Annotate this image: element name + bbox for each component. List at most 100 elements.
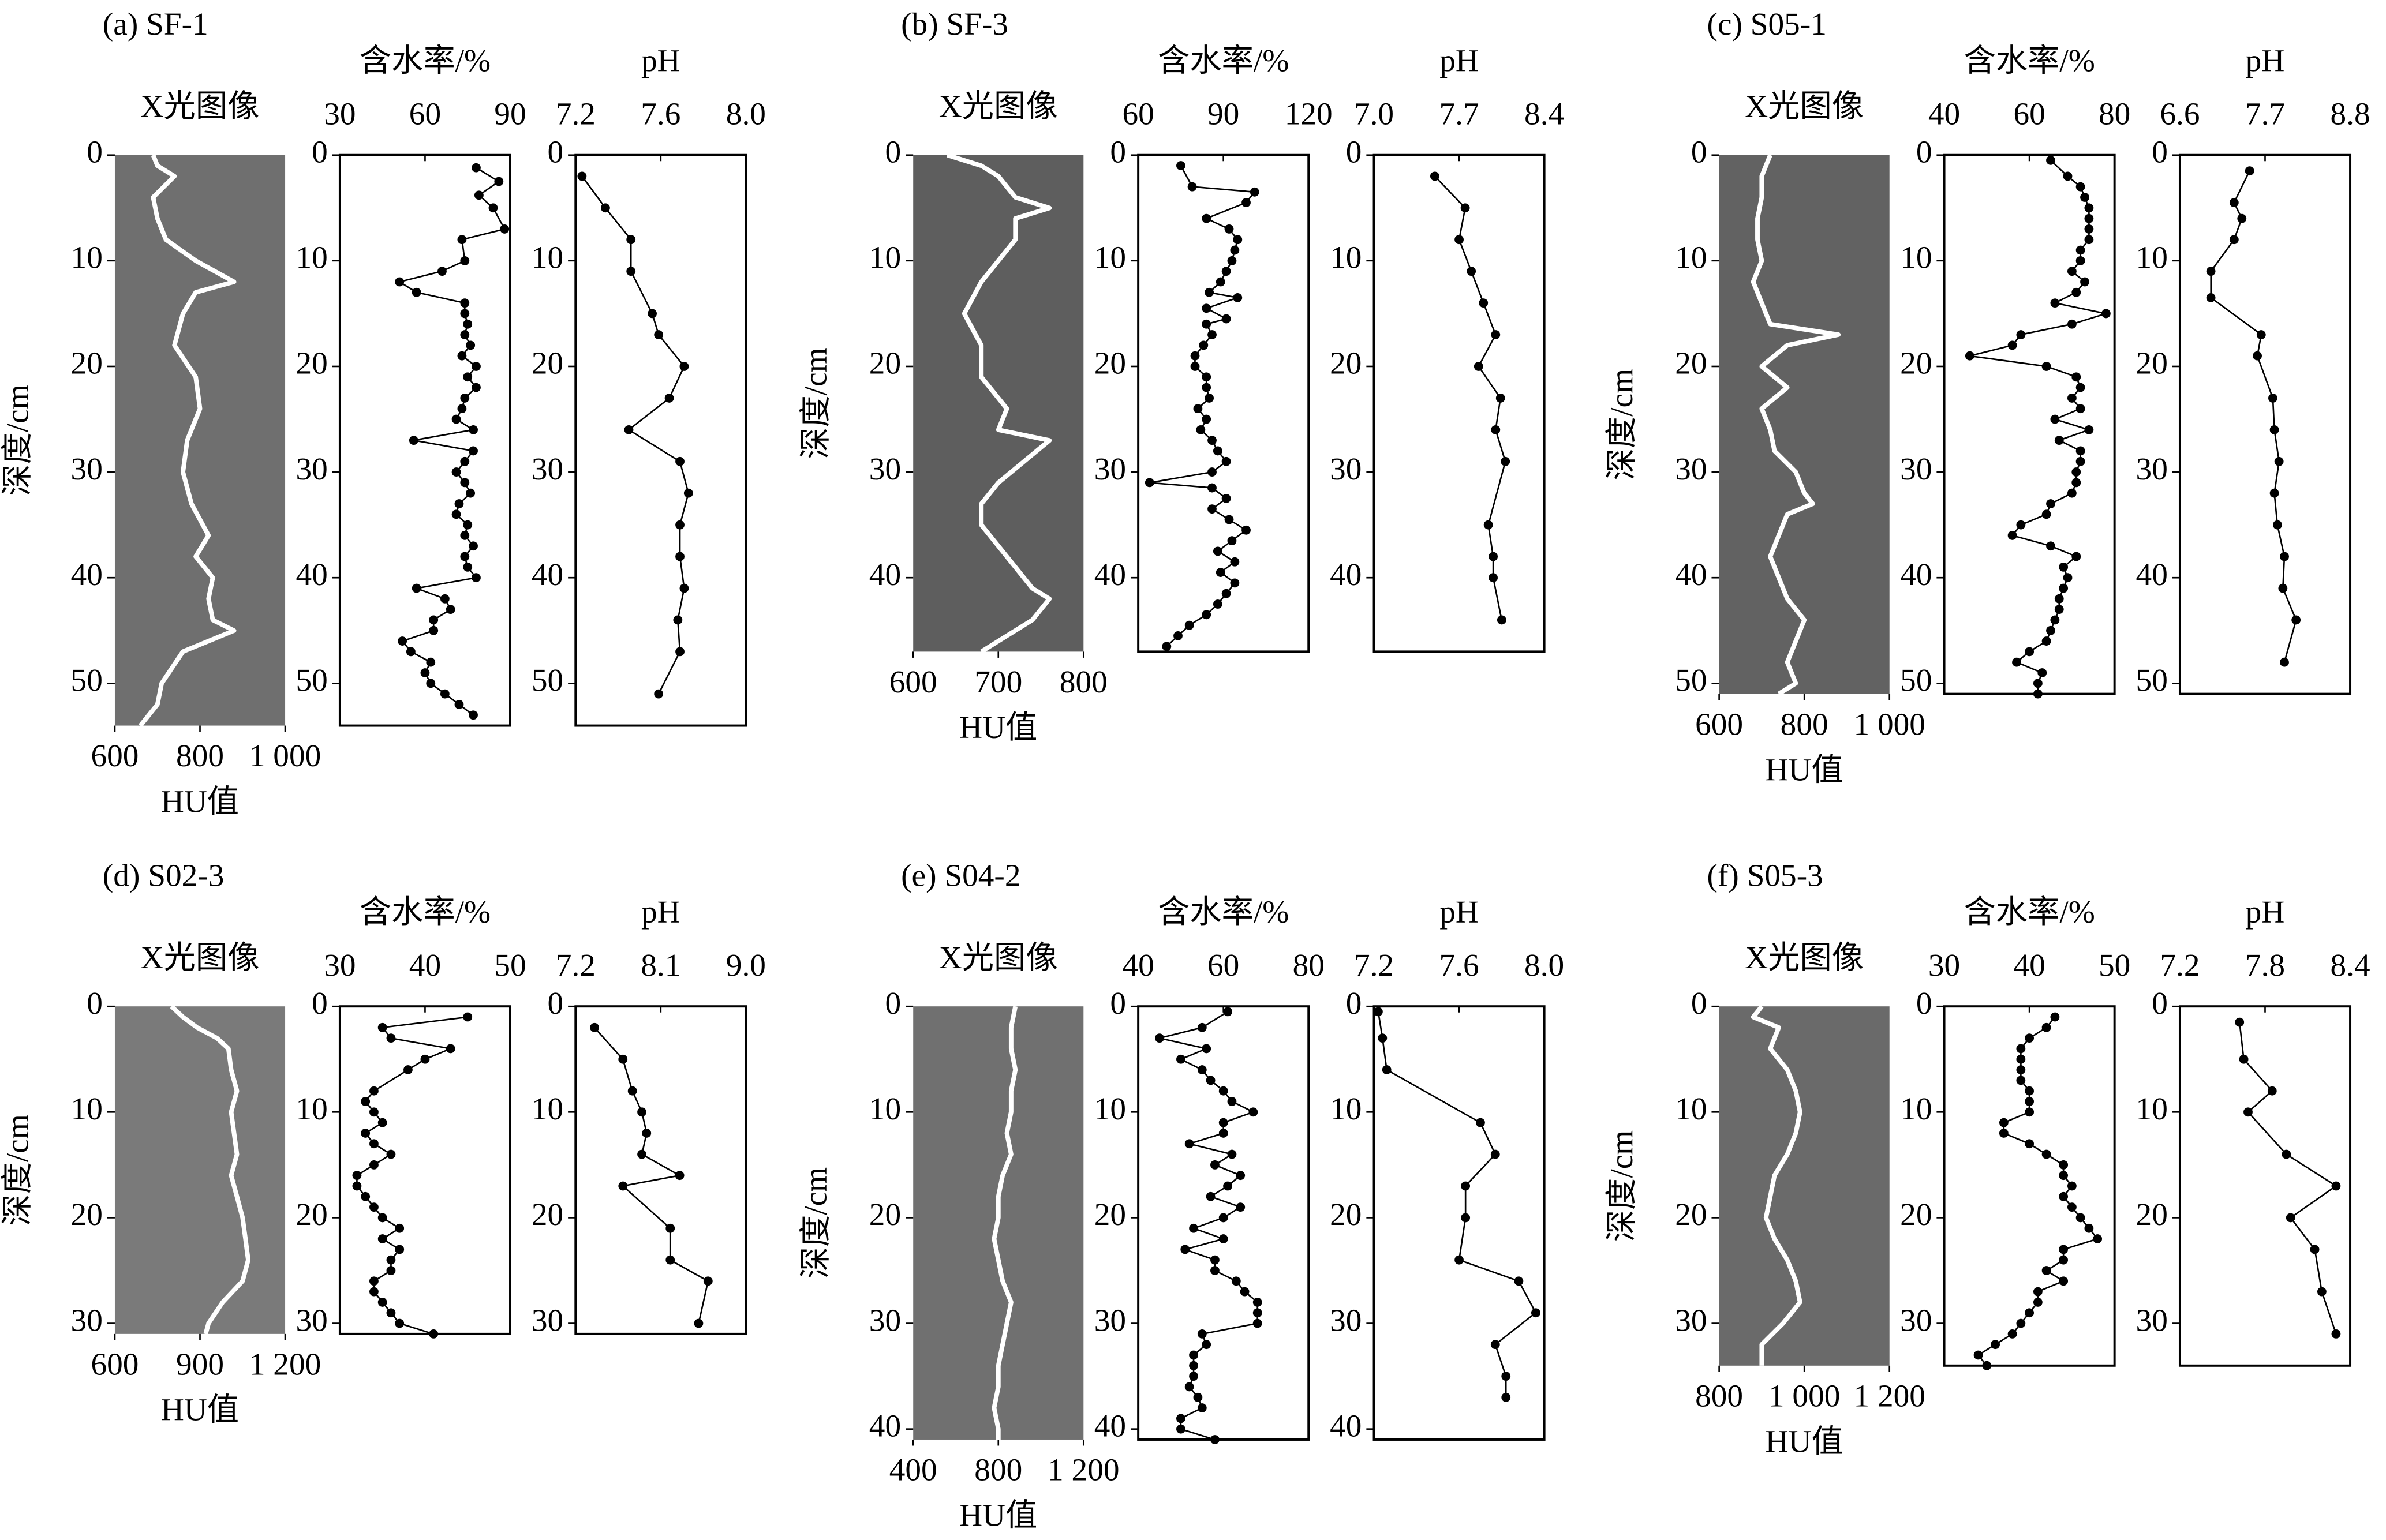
data-point [2075, 456, 2085, 466]
hu-curve [170, 1005, 250, 1335]
data-point [1227, 256, 1237, 265]
y-tick-label: 20 [71, 346, 103, 381]
data-point [2041, 509, 2051, 519]
data-point [703, 1276, 713, 1286]
data-point [1193, 1392, 1203, 1402]
data-point [2033, 679, 2043, 688]
y-axis-label: 深度/cm [0, 1114, 35, 1226]
data-point [460, 531, 470, 540]
data-point [472, 163, 481, 173]
data-point [1206, 1191, 1216, 1201]
data-point [1973, 1350, 1983, 1360]
data-point [2253, 351, 2262, 361]
y-tick-label: 20 [869, 1197, 901, 1232]
x-axis-label: HU值 [1766, 1424, 1843, 1459]
y-tick-label: 20 [1094, 1197, 1126, 1232]
data-point [1176, 161, 1185, 170]
data-point [474, 190, 484, 200]
data-point [1467, 267, 1476, 276]
profile-line [1977, 1016, 2099, 1366]
xray-image [1719, 1006, 1890, 1366]
hu-curve [947, 152, 1052, 654]
x-tick-label: 7.7 [2245, 96, 2285, 132]
data-point [403, 1065, 413, 1074]
data-point [1252, 1318, 1262, 1328]
data-point [1218, 1129, 1228, 1138]
plot-frame [1372, 1005, 1546, 1441]
panel-title: (e) S04-2 [901, 858, 1020, 893]
track-title: 含水率/% [1964, 43, 2095, 78]
data-point [1184, 1382, 1194, 1392]
data-point [2033, 1287, 2043, 1297]
y-tick-label: 40 [71, 557, 103, 592]
data-point [2075, 182, 2085, 192]
y-tick-label: 10 [1330, 1091, 1362, 1126]
y-tick-label: 10 [869, 1091, 901, 1126]
data-point [463, 562, 473, 572]
data-point [1221, 267, 1231, 276]
data-point [2059, 1276, 2069, 1286]
data-point [1454, 235, 1464, 245]
data-point [472, 362, 481, 371]
data-point [429, 1329, 439, 1339]
y-tick-label: 30 [1330, 451, 1362, 486]
data-point [626, 235, 636, 245]
data-point [2041, 1266, 2051, 1275]
data-point [1176, 1424, 1185, 1434]
data-point [386, 1033, 396, 1043]
x-tick-label: 40 [409, 947, 441, 983]
y-tick-label: 0 [312, 134, 328, 169]
data-point [675, 647, 685, 657]
data-point [2025, 1033, 2035, 1043]
y-tick-label: 10 [1094, 1091, 1126, 1126]
x-tick-label: 7.0 [1354, 96, 1394, 132]
data-point [637, 1107, 646, 1117]
data-point [2071, 478, 2081, 488]
hu-curve [1751, 154, 1841, 696]
xray-image [114, 155, 286, 726]
x-tick-label: 800 [1695, 1378, 1743, 1413]
data-point [2267, 1086, 2277, 1096]
x-tick-label: 40 [2013, 947, 2045, 983]
data-point [440, 594, 450, 604]
data-point [2007, 531, 2017, 540]
data-point [1250, 187, 1259, 197]
data-point [1189, 1223, 1198, 1233]
y-tick-label: 0 [2152, 134, 2168, 169]
data-point [2206, 267, 2216, 276]
data-point [2041, 362, 2051, 371]
y-tick-label: 20 [296, 346, 328, 381]
y-tick-label: 0 [1691, 986, 1707, 1021]
data-point [675, 520, 685, 530]
data-point [2033, 1298, 2043, 1307]
data-point [1207, 504, 1217, 514]
y-tick-label: 50 [2136, 662, 2168, 698]
y-tick-label: 30 [869, 451, 901, 486]
data-point [1223, 1007, 1232, 1017]
data-point [1205, 394, 1214, 403]
data-point [1491, 425, 1501, 434]
y-tick-label: 30 [532, 1302, 563, 1337]
data-point [420, 668, 430, 677]
data-point [654, 689, 664, 699]
data-point [398, 636, 407, 646]
data-point [2054, 605, 2064, 614]
data-point [2046, 541, 2055, 551]
data-point [1207, 483, 1217, 493]
track-title: pH [641, 894, 680, 930]
y-tick-label: 10 [1900, 240, 1932, 275]
data-point [2050, 414, 2060, 424]
y-tick-label: 30 [2136, 1302, 2168, 1337]
data-point [361, 1129, 371, 1138]
data-point [2050, 1012, 2060, 1022]
data-point [1218, 1086, 1228, 1096]
y-tick-label: 10 [296, 1091, 328, 1126]
data-point [1189, 1350, 1198, 1360]
profile-line [593, 1026, 709, 1324]
data-point [2282, 1149, 2291, 1159]
data-point [2084, 203, 2094, 213]
data-point [469, 541, 478, 551]
data-point [2016, 1065, 2026, 1074]
x-tick-label: 90 [494, 96, 526, 132]
data-point [2046, 625, 2055, 635]
